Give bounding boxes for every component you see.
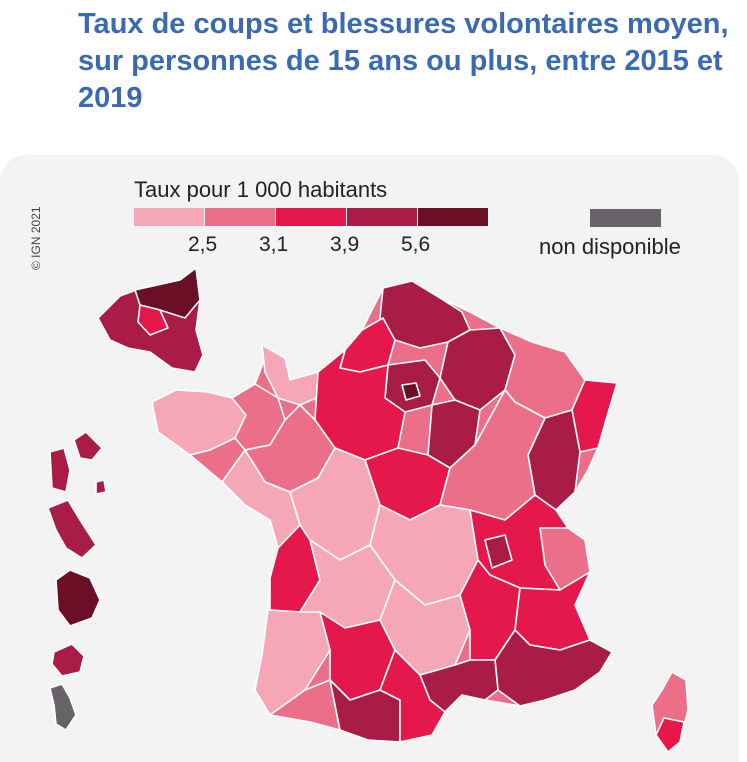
legend-title: Taux pour 1 000 habitants	[134, 177, 388, 202]
region-pyrenees-east	[379, 649, 446, 743]
legend-swatch-4	[347, 208, 417, 226]
region-north-west	[339, 317, 396, 373]
overseas-reunion	[51, 643, 85, 677]
legend-not-available-swatch	[590, 209, 661, 227]
overseas-guadeloupe-3	[95, 479, 107, 495]
overseas-guadeloupe-2	[73, 431, 103, 461]
legend-swatch-5	[418, 208, 488, 226]
legend-swatch-2	[205, 208, 275, 226]
map-title: Taux de coups et blessures volontaires m…	[78, 8, 729, 114]
legend-tick-2: 3,1	[259, 233, 289, 256]
legend-tick-3: 3,9	[330, 233, 360, 256]
region-provence	[494, 629, 613, 707]
region-lyon	[484, 534, 513, 569]
legend-color-scale	[134, 208, 489, 226]
legend-tick-4: 5,6	[401, 233, 431, 256]
region-paris	[401, 382, 421, 401]
legend-not-available-label: non disponible	[539, 234, 681, 259]
overseas-martinique	[47, 499, 97, 559]
overseas-guadeloupe-1	[49, 447, 71, 493]
legend-swatch-3	[276, 208, 346, 226]
corsica-south	[655, 717, 685, 753]
legend-swatch-1	[134, 208, 204, 226]
overseas-mayotte	[49, 683, 77, 731]
overseas-guyane	[55, 569, 101, 627]
legend-tick-1: 2,5	[188, 233, 218, 256]
inset-paris-center	[137, 304, 169, 336]
